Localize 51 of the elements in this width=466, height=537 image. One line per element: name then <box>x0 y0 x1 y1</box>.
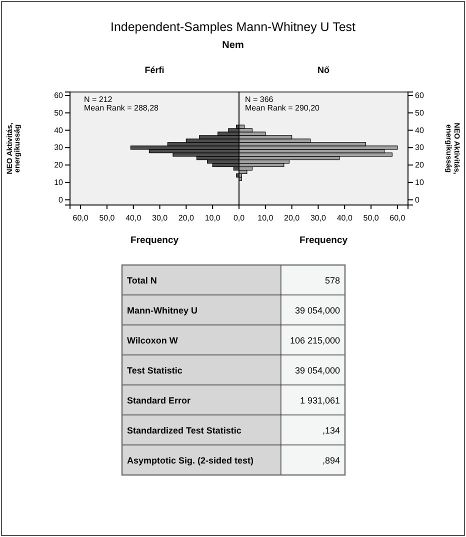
y-tick-label: 30 <box>415 143 424 152</box>
annotation: N = 366 <box>245 95 274 104</box>
y-tick-label: 50 <box>415 108 424 118</box>
y-tick-label: 10 <box>54 178 64 187</box>
y-tick-label: 50 <box>54 108 64 118</box>
text: Wilcoxon W <box>127 336 178 346</box>
x-tick-label: 60,0 <box>72 214 89 223</box>
text: Total N <box>127 276 157 286</box>
x-tick-label: 40,0 <box>126 214 142 223</box>
x-tick-label: 50,0 <box>363 214 380 223</box>
text: ,894 <box>322 456 340 466</box>
annotation: N = 212 <box>84 95 113 104</box>
x-tick-label: 0,0 <box>233 214 246 223</box>
x-tick-label: 50,0 <box>99 214 116 223</box>
text: Nő <box>318 65 330 75</box>
text: Test Statistic <box>127 366 182 376</box>
y-tick-label: 40 <box>415 126 424 135</box>
x-tick-label: 20,0 <box>178 214 195 223</box>
y-tick-label: 0 <box>58 195 64 204</box>
text: 106 215,000 <box>290 336 340 346</box>
text: Asymptotic Sig. (2-sided test) <box>127 456 254 466</box>
x-tick-label: 20,0 <box>284 214 300 223</box>
text: 1 931,061 <box>300 396 340 406</box>
text: 39 054,000 <box>294 366 340 376</box>
y-tick-label: 60 <box>54 91 64 100</box>
text: Standardized Test Statistic <box>127 426 242 436</box>
y-tick-label: 30 <box>54 143 64 152</box>
text: 578 <box>324 276 340 286</box>
text: Férfi <box>144 65 164 75</box>
text: ,134 <box>322 426 340 436</box>
x-tick-label: 30,0 <box>310 214 327 223</box>
x-tick-label: 30,0 <box>152 214 168 223</box>
text: Standard Error <box>127 396 192 406</box>
y-tick-label: 10 <box>415 178 424 187</box>
chart-title: Independent-Samples Mann-Whitney U Test <box>110 20 356 34</box>
y-tick-label: 40 <box>54 126 64 135</box>
text: 39 054,000 <box>294 306 340 316</box>
x-axis-title: Frequency <box>130 235 180 246</box>
y-tick-label: 20 <box>54 160 64 170</box>
x-tick-label: 40,0 <box>336 214 353 223</box>
y-tick-label: 20 <box>415 160 424 170</box>
x-axis-title: Frequency <box>299 235 348 246</box>
text: Mann-Whitney U <box>127 306 198 316</box>
annotation: Mean Rank = 288,28 <box>84 104 160 112</box>
x-tick-label: 10,0 <box>258 214 274 223</box>
y-tick-label: 0 <box>415 195 420 204</box>
chart-subtitle: Nem <box>222 40 244 51</box>
y-tick-label: 60 <box>415 91 424 100</box>
x-tick-label: 10,0 <box>204 214 221 223</box>
x-tick-label: 60,0 <box>390 214 406 223</box>
annotation: Mean Rank = 290,20 <box>245 104 320 112</box>
